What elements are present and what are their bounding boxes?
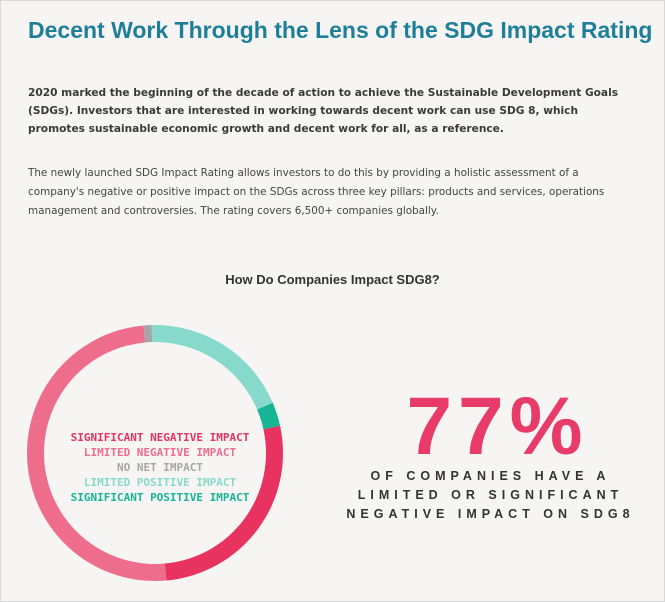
legend-item-significant-positive: SIGNIFICANT POSITIVE IMPACT xyxy=(70,491,250,504)
donut-slice-limited-negative xyxy=(27,325,167,581)
donut-chart xyxy=(27,325,283,581)
legend-item-limited-negative: LIMITED NEGATIVE IMPACT xyxy=(83,446,237,459)
stat-caption-line: LIMITED OR SIGNIFICANT xyxy=(357,488,624,502)
donut-slice-significant-negative xyxy=(164,425,283,581)
page-title: Decent Work Through the Lens of the SDG … xyxy=(28,17,653,43)
stat-caption: OF COMPANIES HAVE A LIMITED OR SIGNIFICA… xyxy=(318,467,663,524)
donut-slice-significant-positive xyxy=(257,402,281,430)
donut-slice-no-net xyxy=(143,325,153,343)
body-paragraph: The newly launched SDG Impact Rating all… xyxy=(28,167,605,217)
legend-item-significant-negative: SIGNIFICANT NEGATIVE IMPACT xyxy=(70,431,250,444)
chart-legend: SIGNIFICANT NEGATIVE IMPACT LIMITED NEGA… xyxy=(50,430,270,505)
intro-paragraph: 2020 marked the beginning of the decade … xyxy=(28,87,619,135)
stat-caption-line: NEGATIVE IMPACT ON SDG8 xyxy=(346,507,635,521)
chart-title: How Do Companies Impact SDG8? xyxy=(225,272,440,287)
legend-item-limited-positive: LIMITED POSITIVE IMPACT xyxy=(83,476,237,489)
donut-slice-limited-positive xyxy=(151,325,273,410)
headline-stat: 77% xyxy=(406,381,589,472)
stat-caption-line: OF COMPANIES HAVE A xyxy=(370,469,611,483)
legend-item-no-net: NO NET IMPACT xyxy=(116,461,204,474)
